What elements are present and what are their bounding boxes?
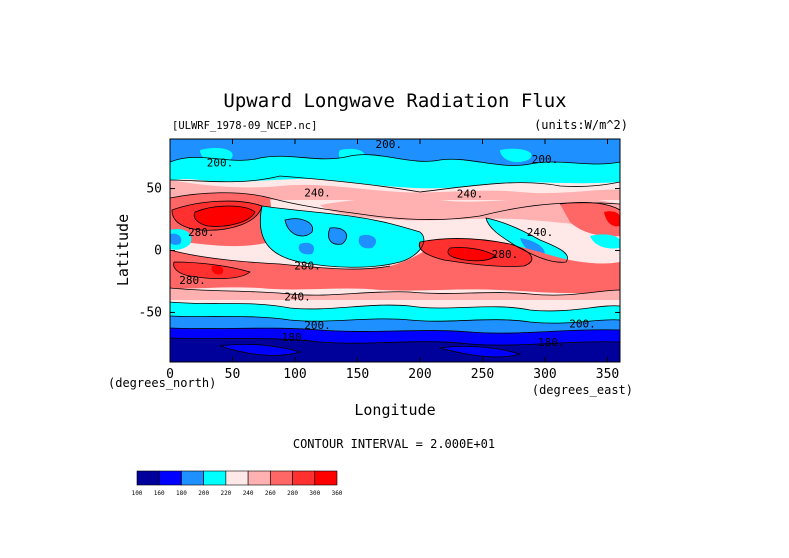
contour-interval: CONTOUR INTERVAL = 2.000E+01 xyxy=(293,437,495,451)
contour-label: 200. xyxy=(569,318,596,331)
x-tick-label: 200 xyxy=(408,367,431,382)
contour-label: 240. xyxy=(304,186,331,199)
x-tick-label: 150 xyxy=(346,367,369,382)
contour-lines xyxy=(170,154,620,358)
contour-label: 240. xyxy=(284,290,311,303)
contour-label: 280. xyxy=(179,274,206,287)
x-axis-label: Longitude xyxy=(354,401,435,419)
band-east-cyan xyxy=(590,234,620,249)
contour-label: 200. xyxy=(376,138,403,151)
contour-labels: 200. 200. 200. 240. 240. 240. 280. 280. 280. 280.… xyxy=(179,138,596,349)
band-north-pink xyxy=(170,180,620,200)
colorbar-swatch xyxy=(270,470,293,486)
y-tick-label: 0 xyxy=(154,244,162,259)
contour-label: 280. xyxy=(492,248,519,261)
contour-label: 200. xyxy=(207,157,234,170)
contour-label: 180. xyxy=(282,331,309,344)
x-tick-label: 100 xyxy=(283,367,306,382)
contour-label: 240. xyxy=(457,188,484,201)
band-south-max xyxy=(211,247,496,275)
colorbar-label: 240 xyxy=(243,490,254,497)
colorbar-label: 180 xyxy=(176,490,187,497)
chart-title: Upward Longwave Radiation Flux xyxy=(223,90,566,112)
band-equator-blue xyxy=(285,218,377,255)
x-tick-label: 50 xyxy=(225,367,241,382)
contour-label: 240. xyxy=(527,226,554,239)
colorbar-label: 160 xyxy=(154,490,165,497)
y-axis: 50 0 -50 xyxy=(139,182,620,320)
colorbar-swatch xyxy=(136,470,160,486)
colorbar-label: 200 xyxy=(198,490,209,497)
y-tick-label: -50 xyxy=(139,305,162,320)
colorbar-swatch xyxy=(181,470,204,486)
colorbar-swatch xyxy=(225,470,249,486)
band-south-pink xyxy=(170,288,620,300)
contour-label: 200. xyxy=(304,319,331,332)
colorbar-label: 100 xyxy=(132,490,143,497)
colorbar-label: 260 xyxy=(265,490,276,497)
y-axis-label: Latitude xyxy=(114,214,132,286)
y-unit-label: (degrees_north) xyxy=(108,376,216,390)
colorbar-swatch xyxy=(247,470,271,486)
x-axis: 0 50 100 150 200 250 300 350 xyxy=(166,139,619,382)
colorbar-label: 220 xyxy=(220,490,231,497)
colorbar-swatch xyxy=(314,470,338,486)
band-west-blue xyxy=(170,233,182,245)
band-south-hot xyxy=(173,238,532,279)
colorbar-swatch xyxy=(158,470,182,486)
band-trop-north-max xyxy=(194,206,255,227)
x-unit-label: (degrees_east) xyxy=(532,383,633,397)
x-tick-label: 300 xyxy=(533,367,556,382)
contour-label: 180. xyxy=(538,336,565,349)
colorbar-label: 300 xyxy=(309,490,320,497)
units-label: (units:W/m^2) xyxy=(534,118,628,132)
colorbar-swatch xyxy=(203,470,227,486)
dataset-label: [ULWRF_1978-09_NCEP.nc] xyxy=(172,120,317,132)
contour-label: 280. xyxy=(294,259,321,272)
heatmap-field: 200. 200. 200. 240. 240. 240. 280. 280. 280. 280.… xyxy=(170,138,620,362)
x-tick-label: 250 xyxy=(471,367,494,382)
contour-label: 200. xyxy=(532,153,559,166)
contour-label: 280. xyxy=(188,226,215,239)
colorbar-label: 360 xyxy=(332,490,343,497)
colorbar-label: 280 xyxy=(287,490,298,497)
colorbar-swatch xyxy=(292,470,316,486)
x-tick-label: 350 xyxy=(596,367,619,382)
y-tick-label: 50 xyxy=(146,182,162,197)
band-east-red xyxy=(560,202,620,237)
colorbar: 100 160 180 200 220 240 260 280 300 360 xyxy=(132,470,343,497)
band-east-hot xyxy=(604,211,620,227)
x-tick-label: 0 xyxy=(166,367,174,382)
